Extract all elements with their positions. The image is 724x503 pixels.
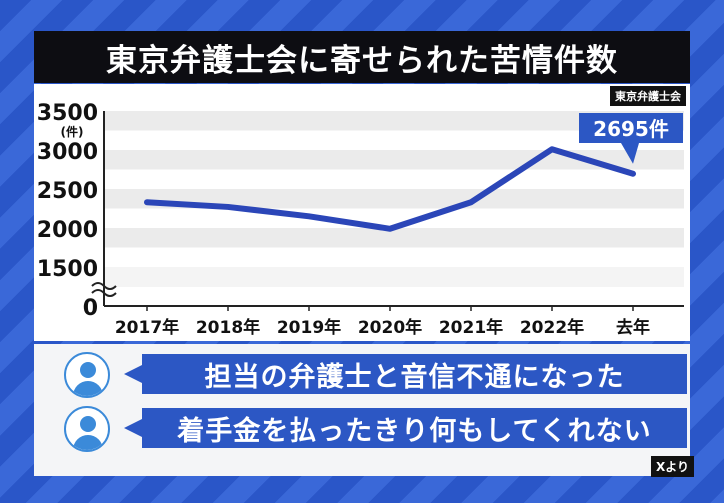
x-tick-label: 2019年 [277,317,341,338]
y-tick-label: 3500 [37,101,98,126]
grid-band [104,189,684,209]
x-tick-label: 2020年 [358,317,422,338]
callout-box [579,113,683,143]
source-badge: 東京弁護士会 [610,86,686,106]
message-bubble: 担当の弁護士と音信不通になった [124,354,687,394]
y-tick-label: 0 [83,296,98,321]
axis-break-mark [91,282,117,290]
y-unit-label: (件) [61,124,84,139]
user-icon [64,352,110,398]
x-tick-label: 2017年 [115,317,179,338]
y-tick-label: 2500 [37,179,98,204]
message-row: 担当の弁護士と音信不通になった [54,352,687,400]
x-tick-label: 去年 [616,317,650,338]
x-tick-label: 2018年 [196,317,260,338]
y-tick-label: 2000 [37,218,98,243]
x-tick-label: 2021年 [439,317,503,338]
axis-break-mark [91,289,117,297]
line-chart: 3500 3000 2500 2000 1500 0 (件) 2017年 2018年 2019年 2… [37,101,684,338]
complaint-messages: 担当の弁護士と音信不通になった 着手金を払ったきり何もしてくれない [34,344,690,476]
y-tick-label: 3000 [37,140,98,165]
x-tick-label: 2022年 [520,317,584,338]
callout-pointer [621,143,639,164]
chart-panel: 3500 3000 2500 2000 1500 0 (件) 2017年 2018年 2019年 2… [34,84,690,341]
grid-band [104,228,684,248]
y-tick-label: 1500 [37,257,98,282]
message-bubble: 着手金を払ったきり何もしてくれない [124,408,687,448]
message-row: 着手金を払ったきり何もしてくれない [54,406,687,454]
credit-label: Xより [651,456,695,477]
user-icon [64,406,110,452]
callout-label: 2695件 [593,117,669,141]
chart-title: 東京弁護士会に寄せられた苦情件数 [34,31,690,83]
grid-band [104,267,684,287]
grid-band [104,111,684,131]
